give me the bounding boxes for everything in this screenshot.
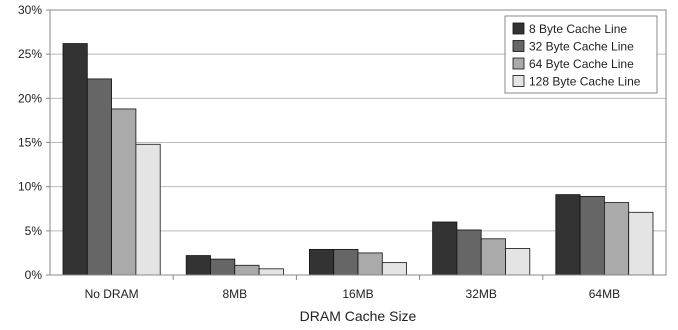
y-tick-label: 30% — [18, 3, 42, 17]
bar-1-1 — [210, 258, 236, 276]
bar-4-2 — [604, 202, 630, 276]
legend-label-2: 64 Byte Cache Line — [529, 57, 634, 71]
bar-0-1 — [86, 78, 113, 276]
bar-3-1 — [456, 229, 482, 276]
bar-2-0 — [308, 248, 335, 276]
legend-label-3: 128 Byte Cache Line — [529, 75, 641, 89]
y-tick-label: 20% — [18, 91, 42, 105]
bar-4-1 — [579, 195, 605, 276]
bar-1-3 — [258, 268, 284, 276]
legend: 8 Byte Cache Line 32 Byte Cache Line 64 By… — [504, 15, 658, 94]
bar-3-0 — [432, 221, 458, 276]
legend-swatch-0 — [512, 22, 525, 35]
bars — [62, 43, 654, 276]
legend-label-1: 32 Byte Cache Line — [529, 40, 634, 54]
plot-frame — [49, 9, 667, 276]
bar-4-0 — [555, 194, 581, 276]
legend-box — [504, 15, 658, 94]
bar-0-0 — [62, 43, 88, 276]
legend-swatch-2 — [512, 57, 525, 70]
x-axis-title: DRAM Cache Size — [300, 308, 417, 324]
x-axis-categories: No DRAM 8MB 16MB 32MB 64MB — [85, 275, 620, 301]
x-category-label: No DRAM — [85, 287, 139, 301]
bar-3-3 — [505, 248, 531, 276]
x-category-label: 16MB — [342, 287, 373, 301]
bar-2-3 — [381, 262, 407, 276]
legend-swatch-3 — [512, 75, 525, 87]
bar-2-2 — [357, 252, 383, 276]
bar-2-1 — [333, 248, 359, 276]
bar-0-2 — [111, 108, 137, 276]
x-category-label: 8MB — [222, 287, 247, 301]
y-tick-label: 10% — [18, 180, 42, 194]
legend-swatch-1 — [512, 40, 525, 52]
y-tick-label: 15% — [18, 136, 42, 150]
bar-0-3 — [135, 143, 161, 276]
bar-1-0 — [185, 255, 211, 276]
y-axis-ticks: 0% 5% 10% 15% 20% 25% 30% — [18, 3, 50, 282]
y-tick-label: 0% — [25, 268, 43, 282]
y-tick-label: 5% — [25, 224, 43, 238]
bar-4-3 — [628, 211, 654, 276]
legend-label-0: 8 Byte Cache Line — [529, 22, 627, 36]
y-tick-label: 25% — [18, 47, 42, 61]
bar-3-2 — [480, 238, 506, 276]
x-category-label: 32MB — [466, 287, 497, 301]
bar-1-2 — [234, 264, 260, 276]
x-category-label: 64MB — [589, 287, 620, 301]
